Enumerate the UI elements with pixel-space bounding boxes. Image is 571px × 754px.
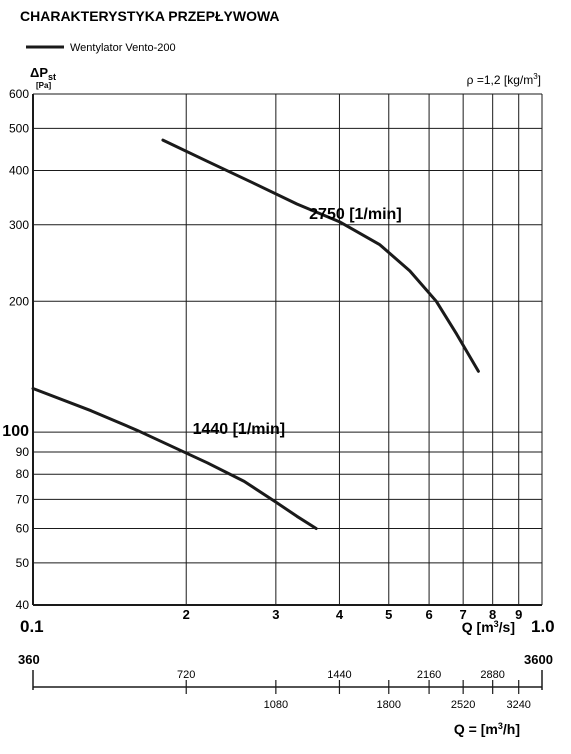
- x-axis-label: Q [m3/s]: [462, 619, 515, 635]
- y-axis-label-unit: [Pa]: [36, 81, 51, 90]
- y-tick-label: 80: [16, 467, 30, 481]
- x-tick-labels: 2 3 4 5 6 7 8 9: [183, 607, 523, 622]
- series-line: [31, 387, 318, 530]
- y-tick-label: 500: [9, 121, 29, 135]
- y-axis-label-main: ΔP: [30, 65, 48, 80]
- hourly-tick-label: 1080: [264, 699, 288, 711]
- hourly-tick-label: 720: [177, 669, 195, 681]
- y-tick-label: 70: [16, 492, 30, 506]
- y-tick-label: 300: [9, 218, 29, 232]
- y-tick-label: 200: [9, 294, 29, 308]
- y-tick-label: 50: [16, 556, 30, 570]
- x-max-label: 1.0: [531, 617, 555, 636]
- x-min-label: 0.1: [20, 617, 44, 636]
- hourly-axis-max-label: 3600: [524, 652, 553, 667]
- y-tick-label: 100: [2, 423, 29, 440]
- density-note: ρ =1,2 [kg/m3]: [467, 72, 541, 87]
- series-label: 2750 [1/min]: [309, 206, 401, 223]
- x-tick-label: 4: [336, 607, 344, 622]
- hourly-tick-label: 1800: [377, 699, 401, 711]
- grid: [32, 93, 543, 606]
- legend-label: Wentylator Vento-200: [70, 42, 176, 54]
- y-tick-label: 90: [16, 445, 30, 459]
- series-label: 1440 [1/min]: [193, 421, 285, 438]
- y-axis-label: ΔPst [Pa]: [30, 65, 56, 90]
- chart-title: CHARAKTERYSTYKA PRZEPŁYWOWA: [20, 8, 280, 24]
- x-tick-label: 2: [183, 607, 190, 622]
- hourly-flow-axis: 360 3600 Q = [m3/h] 720 1080 1440 1800 2160 2…: [18, 652, 553, 737]
- x-tick-label: 6: [425, 607, 432, 622]
- hourly-axis-label: Q = [m3/h]: [454, 721, 520, 737]
- series-lines: 2750 [1/min] 1440 [1/min]: [31, 138, 480, 530]
- hourly-tick-label: 2880: [480, 669, 504, 681]
- y-tick-label: 60: [16, 521, 30, 535]
- y-tick-label: 40: [16, 598, 30, 612]
- hourly-tick-label: 3240: [506, 699, 530, 711]
- series-line: [161, 138, 480, 373]
- x-tick-label: 3: [272, 607, 279, 622]
- x-tick-label: 7: [460, 607, 467, 622]
- hourly-tick-label: 1440: [327, 669, 351, 681]
- x-tick-label: 5: [385, 607, 392, 622]
- hourly-tick-label: 2160: [417, 669, 441, 681]
- y-tick-labels: 40 50 60 70 80 90 100 200 300 400 500 600: [2, 87, 29, 612]
- y-tick-label: 400: [9, 164, 29, 178]
- svg-text:ΔPst: ΔPst: [30, 65, 56, 82]
- y-axis-label-sub: st: [48, 72, 56, 82]
- x-tick-label: 8: [489, 607, 496, 622]
- y-tick-label: 600: [9, 87, 29, 101]
- hourly-axis-min-label: 360: [18, 652, 40, 667]
- hourly-tick-label: 2520: [451, 699, 475, 711]
- x-tick-label: 9: [515, 607, 522, 622]
